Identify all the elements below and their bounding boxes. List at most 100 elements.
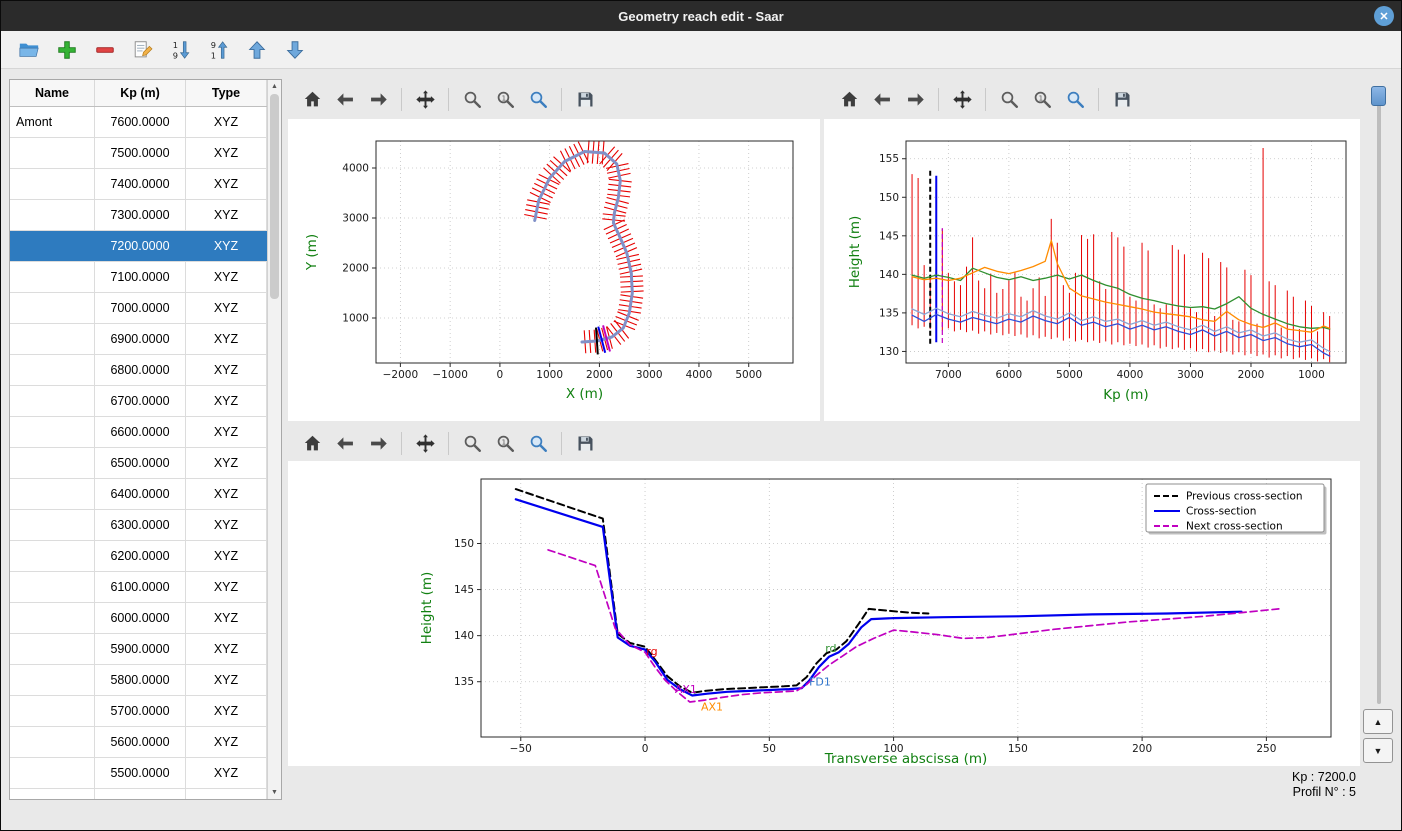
- move-down-button[interactable]: [279, 35, 310, 65]
- cell-name[interactable]: [10, 417, 95, 447]
- back-button[interactable]: [330, 429, 360, 457]
- cell-name[interactable]: [10, 138, 95, 168]
- longitudinal-profile-figure[interactable]: 7000 6000 5000 4000 3000 2000 1000 130 135 140 145…: [824, 119, 1360, 421]
- forward-button[interactable]: [363, 85, 393, 113]
- cell-name[interactable]: [10, 386, 95, 416]
- zoom-rect-button[interactable]: [523, 85, 553, 113]
- cell-kp[interactable]: 6400.0000: [95, 479, 186, 509]
- table-row[interactable]: 6400.0000 XYZ: [10, 479, 281, 510]
- scroll-up-icon[interactable]: ▲: [271, 83, 278, 90]
- cell-type[interactable]: XYZ: [186, 386, 267, 416]
- cell-name[interactable]: [10, 789, 95, 799]
- cell-type[interactable]: XYZ: [186, 200, 267, 230]
- cell-type[interactable]: XYZ: [186, 107, 267, 137]
- cell-type[interactable]: XYZ: [186, 510, 267, 540]
- cell-name[interactable]: [10, 665, 95, 695]
- column-header-name[interactable]: Name: [10, 80, 95, 106]
- cell-kp[interactable]: 5500.0000: [95, 758, 186, 788]
- table-row[interactable]: 6000.0000 XYZ: [10, 603, 281, 634]
- pan-button[interactable]: [947, 85, 977, 113]
- table-row[interactable]: 7500.0000 XYZ: [10, 138, 281, 169]
- cell-kp[interactable]: 5900.0000: [95, 634, 186, 664]
- cell-name[interactable]: [10, 231, 95, 261]
- cell-kp[interactable]: 7000.0000: [95, 293, 186, 323]
- cell-type[interactable]: XYZ: [186, 293, 267, 323]
- pan-button[interactable]: [410, 429, 440, 457]
- plan-view-figure[interactable]: −2000 −1000 0 1000 2000 3000 4000 5000 1000 2000 3…: [288, 119, 820, 421]
- remove-cross-section-button[interactable]: [89, 35, 120, 65]
- cell-kp[interactable]: 7200.0000: [95, 231, 186, 261]
- move-up-button[interactable]: [241, 35, 272, 65]
- cell-name[interactable]: [10, 696, 95, 726]
- cell-kp[interactable]: 5400.0000: [95, 789, 186, 799]
- cell-name[interactable]: [10, 727, 95, 757]
- cell-name[interactable]: [10, 293, 95, 323]
- save-button[interactable]: [570, 429, 600, 457]
- cell-kp[interactable]: 6600.0000: [95, 417, 186, 447]
- table-row[interactable]: 5800.0000 XYZ: [10, 665, 281, 696]
- table-row[interactable]: 6700.0000 XYZ: [10, 386, 281, 417]
- cell-type[interactable]: XYZ: [186, 758, 267, 788]
- cell-type[interactable]: XYZ: [186, 355, 267, 385]
- table-row[interactable]: 5500.0000 XYZ: [10, 758, 281, 789]
- table-row[interactable]: 5900.0000 XYZ: [10, 634, 281, 665]
- cell-name[interactable]: [10, 262, 95, 292]
- pan-button[interactable]: [410, 85, 440, 113]
- cell-name[interactable]: [10, 758, 95, 788]
- profile-slider-track[interactable]: [1377, 89, 1381, 704]
- cell-name[interactable]: [10, 634, 95, 664]
- cell-type[interactable]: XYZ: [186, 262, 267, 292]
- cell-type[interactable]: XYZ: [186, 169, 267, 199]
- table-row[interactable]: 6200.0000 XYZ: [10, 541, 281, 572]
- cell-type[interactable]: XYZ: [186, 417, 267, 447]
- cell-kp[interactable]: 6500.0000: [95, 448, 186, 478]
- column-header-type[interactable]: Type: [186, 80, 267, 106]
- back-button[interactable]: [867, 85, 897, 113]
- table-row[interactable]: Amont 7600.0000 XYZ: [10, 107, 281, 138]
- column-header-kp[interactable]: Kp (m): [95, 80, 186, 106]
- table-row[interactable]: 7000.0000 XYZ: [10, 293, 281, 324]
- cell-name[interactable]: [10, 572, 95, 602]
- table-row[interactable]: 5700.0000 XYZ: [10, 696, 281, 727]
- longitudinal-profile-canvas[interactable]: 7000 6000 5000 4000 3000 2000 1000 130 135 140 145…: [824, 119, 1360, 421]
- back-button[interactable]: [330, 85, 360, 113]
- zoom-button[interactable]: [457, 85, 487, 113]
- cell-kp[interactable]: 7500.0000: [95, 138, 186, 168]
- edit-cross-section-button[interactable]: [127, 35, 158, 65]
- table-row[interactable]: 7400.0000 XYZ: [10, 169, 281, 200]
- previous-profile-button[interactable]: ▲: [1363, 709, 1393, 734]
- table-row[interactable]: 6300.0000 XYZ: [10, 510, 281, 541]
- cell-kp[interactable]: 6900.0000: [95, 324, 186, 354]
- cell-kp[interactable]: 6100.0000: [95, 572, 186, 602]
- table-scrollbar[interactable]: ▲ ▼: [267, 80, 281, 799]
- cell-type[interactable]: XYZ: [186, 448, 267, 478]
- profile-slider-handle[interactable]: [1371, 86, 1386, 106]
- table-row[interactable]: 7200.0000 XYZ: [10, 231, 281, 262]
- cross-section-canvas[interactable]: rg rd FD1 AX1 AX1 −50 0 50 100 150 200 250 135 140 145…: [288, 461, 1360, 767]
- cell-kp[interactable]: 6800.0000: [95, 355, 186, 385]
- table-row[interactable]: 6900.0000 XYZ: [10, 324, 281, 355]
- cell-kp[interactable]: 6300.0000: [95, 510, 186, 540]
- cell-kp[interactable]: 7600.0000: [95, 107, 186, 137]
- cell-name[interactable]: [10, 355, 95, 385]
- cross-section-figure[interactable]: rg rd FD1 AX1 AX1 −50 0 50 100 150 200 250 135 140 145…: [288, 461, 1360, 767]
- cell-kp[interactable]: 5700.0000: [95, 696, 186, 726]
- next-profile-button[interactable]: ▼: [1363, 738, 1393, 763]
- save-button[interactable]: [1107, 85, 1137, 113]
- add-cross-section-button[interactable]: [51, 35, 82, 65]
- cell-type[interactable]: XYZ: [186, 479, 267, 509]
- cell-kp[interactable]: 7300.0000: [95, 200, 186, 230]
- home-button[interactable]: [297, 429, 327, 457]
- home-button[interactable]: [297, 85, 327, 113]
- cell-type[interactable]: XYZ: [186, 696, 267, 726]
- cell-type[interactable]: XYZ: [186, 324, 267, 354]
- save-button[interactable]: [570, 85, 600, 113]
- cell-type[interactable]: XYZ: [186, 231, 267, 261]
- cell-name[interactable]: [10, 200, 95, 230]
- cell-name[interactable]: [10, 448, 95, 478]
- zoom-original-button[interactable]: 1: [490, 429, 520, 457]
- cell-type[interactable]: XYZ: [186, 572, 267, 602]
- table-scrollbar-thumb[interactable]: [270, 94, 279, 299]
